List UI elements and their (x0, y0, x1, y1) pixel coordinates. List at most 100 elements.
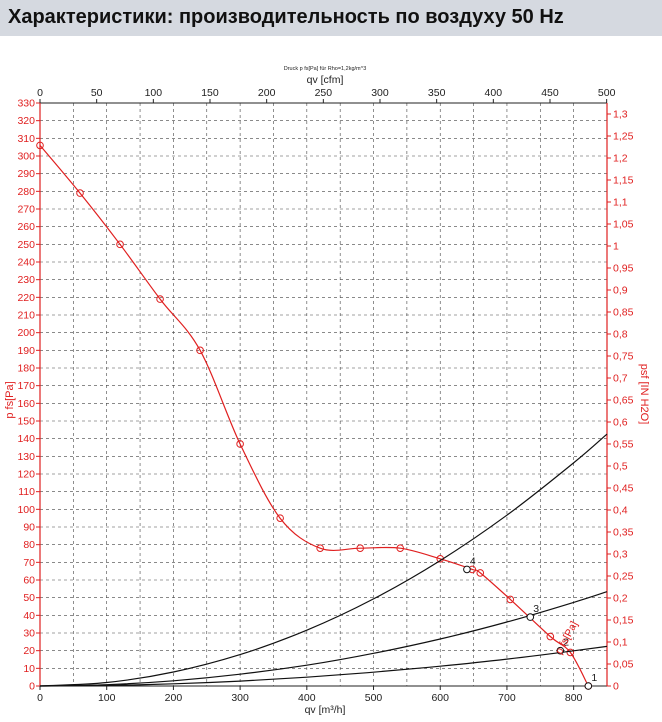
y2-tick-label: 1,3 (613, 109, 628, 121)
y-tick-label: 0 (29, 681, 35, 693)
y2-tick-label: 0,15 (613, 615, 634, 627)
curve-marker (566, 648, 575, 657)
x-tick-label: 0 (37, 692, 43, 704)
curve-marker (396, 544, 405, 553)
y-tick-label: 200 (17, 327, 35, 339)
y-axis-label: p fs[Pa] (4, 381, 16, 418)
y-tick-label: 160 (17, 398, 35, 410)
x2-tick-label: 50 (91, 87, 103, 99)
x-tick-label: 800 (565, 692, 583, 704)
x2-tick-label: 250 (315, 87, 333, 99)
y2-tick-label: 0,9 (613, 285, 628, 297)
y-tick-label: 170 (17, 380, 35, 392)
y2-tick-label: 0,65 (613, 395, 634, 407)
y2-tick-label: 1,15 (613, 175, 634, 187)
y2-tick-label: 0,1 (613, 637, 628, 649)
y2-tick-label: 1,2 (613, 153, 628, 165)
curve-marker (276, 514, 284, 522)
x-tick-label: 500 (365, 692, 383, 704)
y2-tick-label: 0,6 (613, 417, 628, 429)
x2-tick-label: 0 (37, 87, 43, 99)
y2-tick-label: 0,25 (613, 571, 634, 583)
system-resistance-curve-2 (39, 591, 608, 687)
x-tick-label: 700 (498, 692, 516, 704)
x2-tick-label: 300 (371, 87, 389, 99)
y2-tick-label: 0,4 (613, 505, 628, 517)
y2-tick-label: 0,35 (613, 527, 634, 539)
y-tick-label: 60 (23, 575, 35, 587)
y2-tick-label: 0,2 (613, 593, 628, 605)
operating-point (526, 613, 535, 621)
operating-point-label: 1 (591, 672, 597, 684)
y-tick-label: 210 (17, 310, 35, 322)
y2-axis-label: psf [IN H2O] (638, 364, 650, 425)
x-axis-label: qv [m³/h] (305, 704, 346, 716)
y-tick-label: 80 (23, 539, 35, 551)
y-tick-label: 40 (23, 610, 35, 622)
y2-tick-label: 0,5 (613, 461, 628, 473)
operating-point-label: 4 (470, 555, 476, 567)
page-title: Характеристики: производительность по во… (8, 6, 564, 28)
y-tick-label: 290 (17, 168, 35, 180)
y2-tick-label: 1,25 (613, 131, 634, 143)
y-tick-label: 250 (17, 239, 35, 251)
x2-axis-label: qv [cfm] (307, 74, 344, 86)
y2-tick-label: 0 (613, 681, 619, 693)
y2-tick-label: 1 (613, 241, 619, 253)
y-tick-label: 10 (23, 663, 35, 675)
operating-point (463, 565, 471, 574)
y-tick-label: 300 (17, 151, 35, 163)
curve-marker (356, 544, 364, 553)
x-tick-label: 200 (165, 692, 183, 704)
y-tick-label: 240 (17, 257, 35, 269)
x2-tick-label: 350 (428, 87, 446, 99)
y-tick-label: 180 (17, 363, 35, 375)
y-tick-label: 30 (23, 628, 35, 640)
y2-tick-label: 0,85 (613, 307, 634, 319)
y-tick-label: 220 (17, 292, 35, 304)
y-tick-label: 100 (17, 504, 35, 516)
curve-marker (196, 346, 204, 355)
y2-tick-label: 0,8 (613, 329, 628, 341)
operating-point (556, 646, 565, 655)
y-tick-label: 130 (17, 451, 35, 463)
y-tick-label: 50 (23, 592, 35, 604)
curve-marker (506, 595, 515, 604)
x2-tick-label: 500 (598, 87, 616, 99)
x-tick-label: 400 (298, 692, 316, 704)
y2-tick-label: 0,55 (613, 439, 634, 451)
y-tick-label: 270 (17, 204, 35, 216)
fan-pressure-curve (39, 145, 589, 687)
y-tick-label: 110 (18, 486, 35, 498)
x2-tick-label: 200 (258, 87, 276, 99)
y2-tick-label: 0,7 (613, 373, 628, 385)
y-tick-label: 190 (17, 345, 35, 357)
curve-marker (476, 569, 485, 577)
chart-title: Druck p fs[Pa] für Rho=1,2kg/m^3 (284, 66, 367, 72)
y-tick-label: 150 (17, 416, 35, 428)
y-tick-label: 310 (17, 133, 35, 145)
x2-tick-label: 450 (541, 87, 559, 99)
curve-marker (36, 141, 44, 150)
y2-tick-label: 0,05 (613, 659, 634, 671)
curve-marker (76, 189, 84, 197)
y-tick-label: 230 (17, 274, 35, 286)
y2-tick-label: 0,95 (613, 263, 634, 275)
x2-tick-label: 400 (485, 87, 503, 99)
operating-point (584, 682, 593, 690)
y2-tick-label: 0,45 (613, 483, 634, 495)
y-tick-label: 320 (17, 115, 35, 127)
curve-marker (546, 632, 555, 641)
y2-tick-label: 1,1 (613, 197, 628, 209)
operating-point-label: 2 (563, 637, 569, 649)
x-tick-label: 100 (98, 692, 116, 704)
x-tick-label: 300 (231, 692, 249, 704)
y-tick-label: 70 (23, 557, 35, 569)
y-tick-label: 120 (17, 469, 35, 481)
x-tick-label: 600 (431, 692, 449, 704)
y-tick-label: 140 (17, 433, 35, 445)
y2-tick-label: 0,3 (613, 549, 628, 561)
curve-marker (156, 295, 164, 303)
operating-point-label: 3 (533, 603, 539, 615)
